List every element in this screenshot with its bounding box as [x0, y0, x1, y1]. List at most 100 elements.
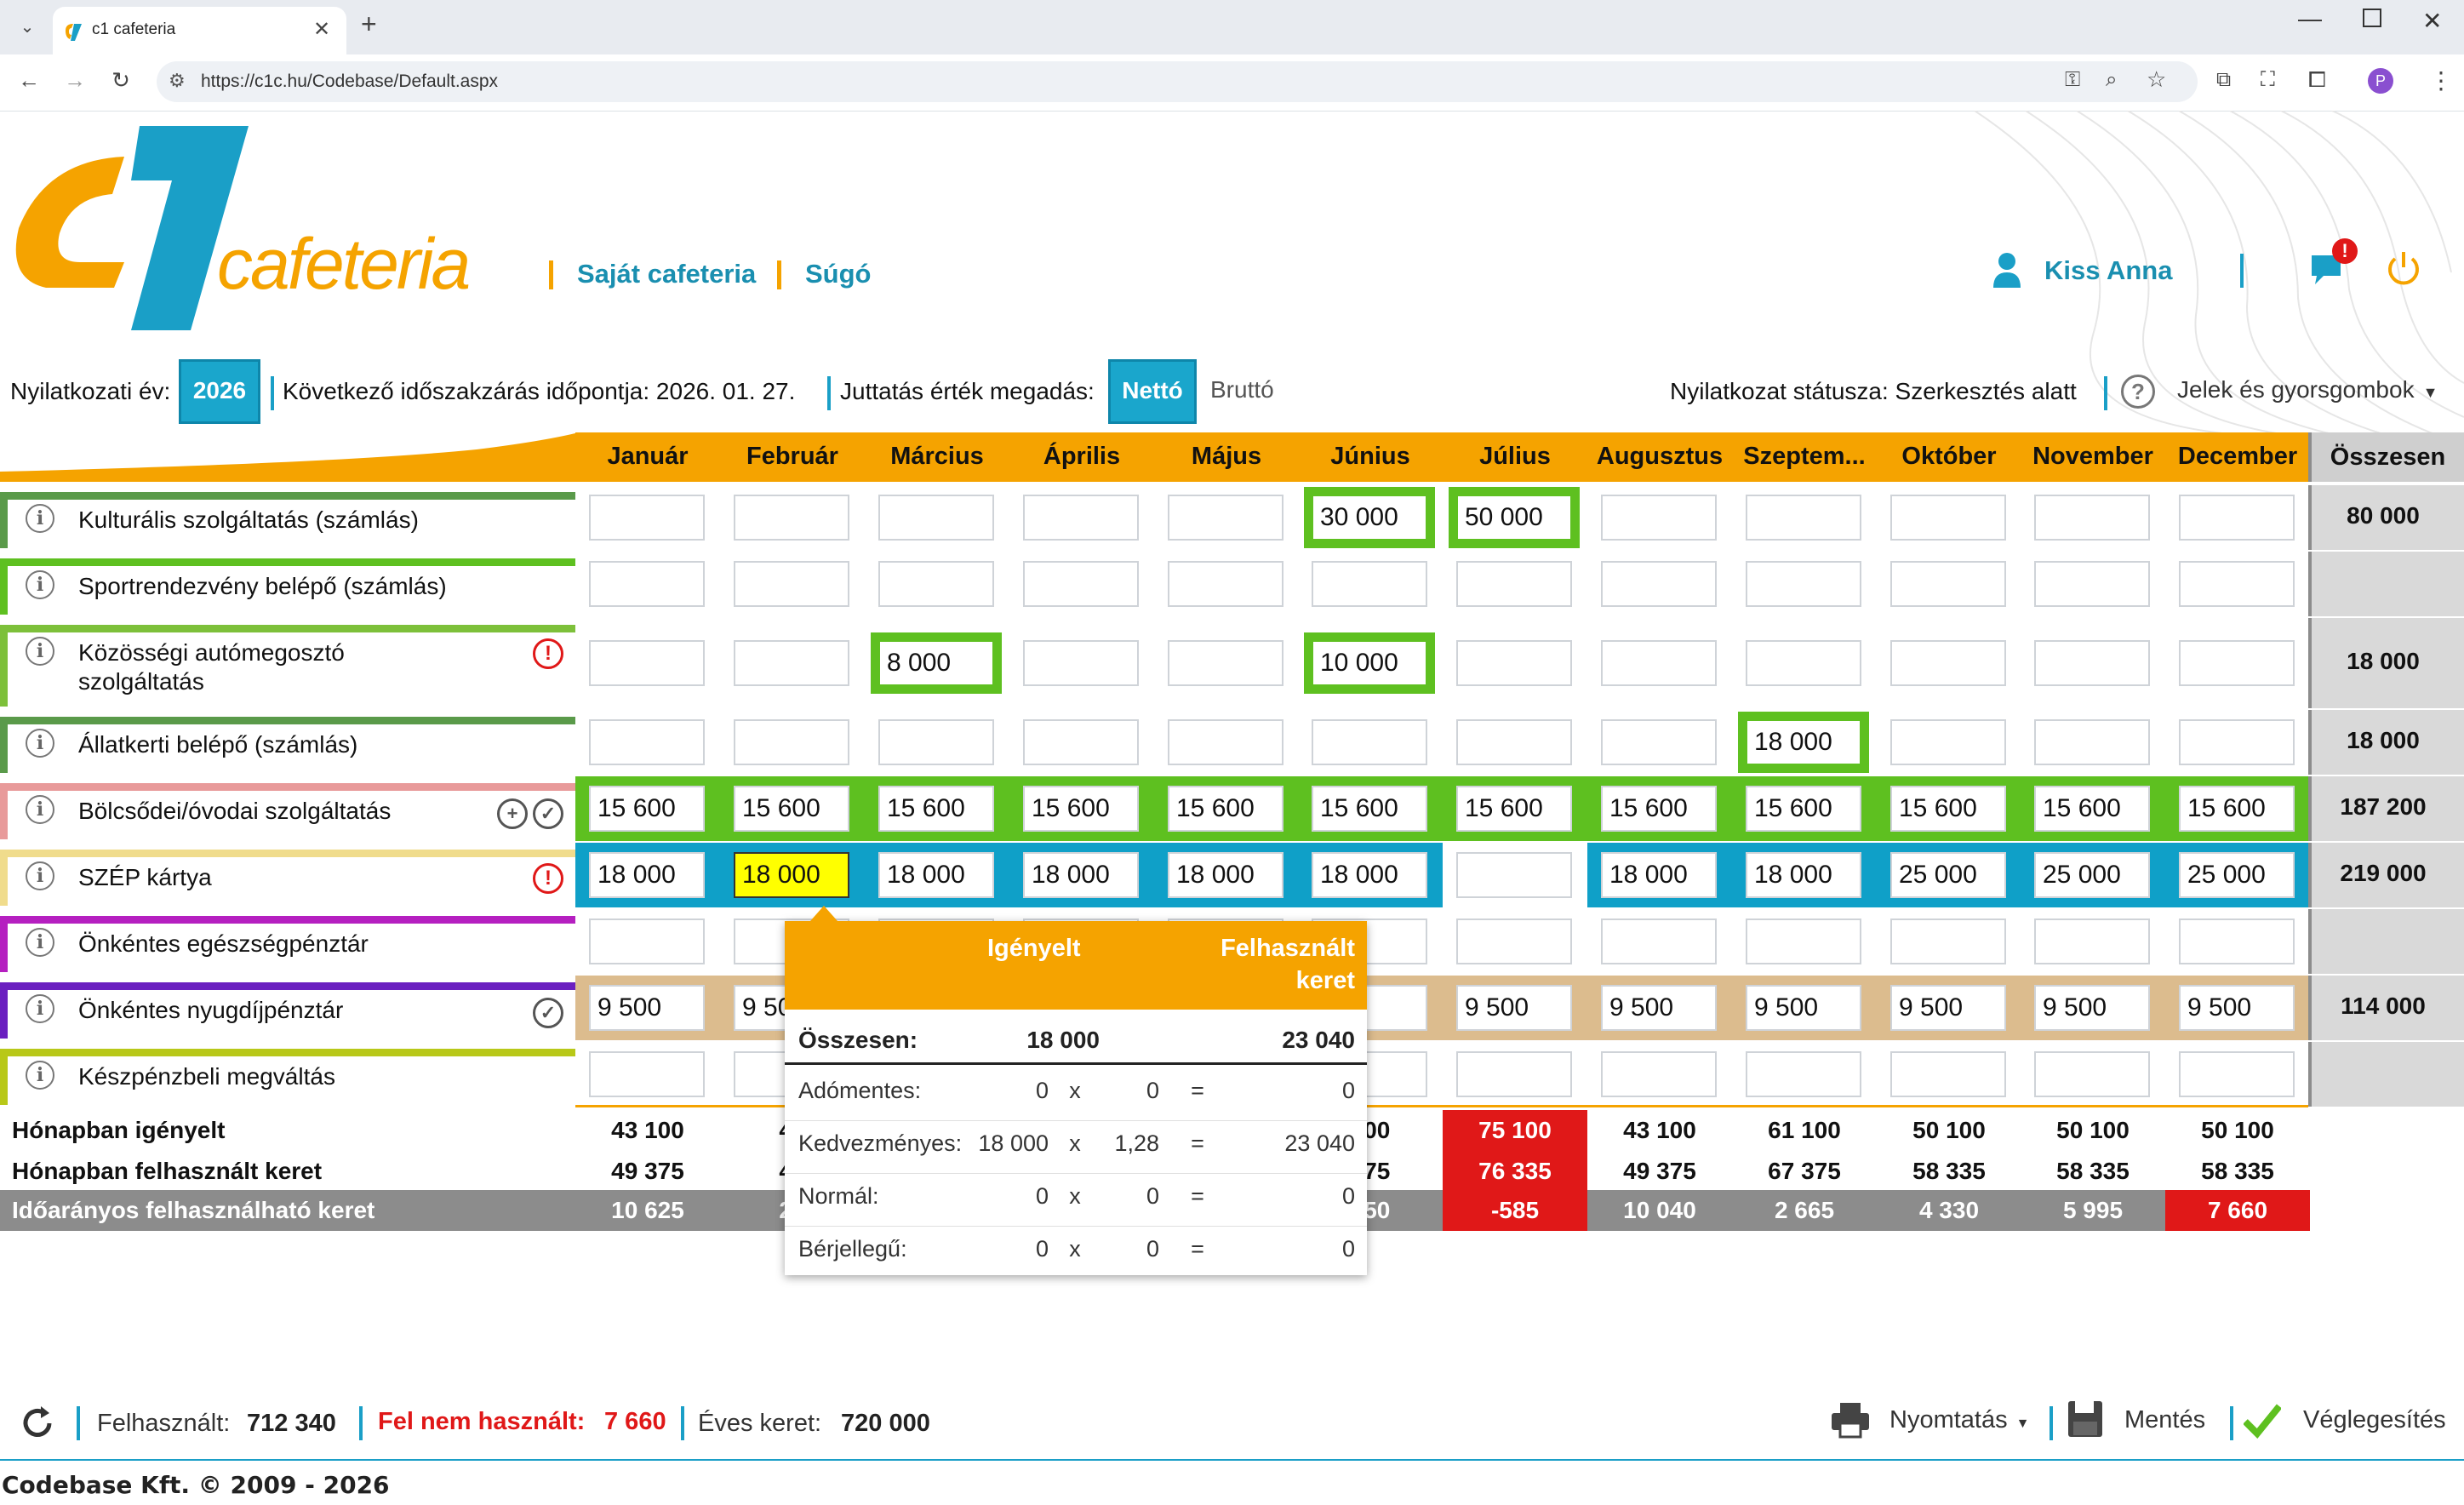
month-value-input[interactable]: 15 600	[1890, 786, 2006, 832]
month-value-input[interactable]: 18 000	[734, 852, 849, 898]
month-value-input[interactable]: 25 000	[2034, 852, 2150, 898]
month-value-input[interactable]	[734, 561, 849, 607]
month-value-input[interactable]	[2179, 918, 2295, 964]
month-value-input[interactable]	[1601, 918, 1717, 964]
month-value-input[interactable]: 15 600	[1601, 786, 1717, 832]
new-tab-icon[interactable]: +	[361, 9, 377, 39]
info-icon[interactable]: i	[26, 994, 54, 1023]
month-value-input[interactable]: 15 600	[1168, 786, 1283, 832]
month-value-input[interactable]	[1890, 918, 2006, 964]
month-value-input[interactable]	[1601, 495, 1717, 541]
month-value-input[interactable]	[1023, 640, 1139, 686]
brutto-toggle[interactable]: Bruttó	[1210, 376, 1274, 403]
month-value-input[interactable]: 9 500	[2179, 985, 2295, 1031]
month-value-input[interactable]: 15 600	[1456, 786, 1572, 832]
add-circle-icon[interactable]: +	[497, 798, 528, 829]
screen-capture-icon[interactable]: ⛶	[2261, 68, 2275, 91]
password-key-icon[interactable]: ⚿	[2065, 68, 2081, 91]
month-value-input[interactable]: 18 000	[878, 852, 994, 898]
month-value-input[interactable]	[1023, 561, 1139, 607]
month-value-input[interactable]	[1890, 561, 2006, 607]
month-value-input[interactable]	[1746, 561, 1861, 607]
month-value-input[interactable]	[2034, 495, 2150, 541]
month-value-input[interactable]	[1312, 719, 1427, 765]
month-value-input[interactable]	[589, 640, 705, 686]
month-value-input[interactable]	[589, 719, 705, 765]
month-value-input[interactable]	[1456, 719, 1572, 765]
month-value-input[interactable]: 25 000	[1890, 852, 2006, 898]
month-value-input[interactable]	[2179, 1051, 2295, 1097]
save-button[interactable]: Mentés	[2124, 1406, 2206, 1433]
month-value-input[interactable]	[878, 561, 994, 607]
year-selector[interactable]: 2026	[179, 359, 260, 424]
info-icon[interactable]: i	[26, 928, 54, 957]
month-value-input[interactable]: 15 600	[878, 786, 994, 832]
month-value-input[interactable]	[1746, 918, 1861, 964]
month-value-input[interactable]: 9 500	[589, 985, 705, 1031]
maximize-icon[interactable]	[2363, 9, 2381, 27]
month-value-input[interactable]	[2034, 1051, 2150, 1097]
print-menu[interactable]: Nyomtatás ▼	[1889, 1406, 2029, 1434]
month-value-input[interactable]	[589, 561, 705, 607]
month-value-input[interactable]	[1890, 495, 2006, 541]
month-value-input[interactable]	[1601, 719, 1717, 765]
month-value-input[interactable]	[2034, 640, 2150, 686]
month-value-input[interactable]	[1168, 561, 1283, 607]
month-value-input[interactable]	[1601, 640, 1717, 686]
help-circle-icon[interactable]: ?	[2121, 375, 2155, 409]
info-icon[interactable]: i	[26, 795, 54, 824]
month-value-input[interactable]	[734, 719, 849, 765]
month-value-input[interactable]	[1456, 918, 1572, 964]
profile-avatar[interactable]: P	[2368, 68, 2393, 94]
month-value-input[interactable]: 15 600	[589, 786, 705, 832]
info-icon[interactable]: i	[26, 729, 54, 758]
check-circle-icon[interactable]: ✓	[533, 798, 563, 829]
month-value-input[interactable]: 15 600	[1023, 786, 1139, 832]
netto-toggle[interactable]: Nettó	[1108, 359, 1197, 424]
info-icon[interactable]: i	[26, 1061, 54, 1090]
info-icon[interactable]: i	[26, 637, 54, 666]
site-info-icon[interactable]: ⚙	[169, 70, 186, 91]
month-value-input[interactable]	[1456, 1051, 1572, 1097]
month-value-input[interactable]	[1456, 640, 1572, 686]
month-value-input[interactable]	[734, 495, 849, 541]
finalize-button[interactable]: Véglegesítés	[2303, 1406, 2446, 1433]
month-value-input[interactable]	[2034, 918, 2150, 964]
month-value-input[interactable]	[2179, 561, 2295, 607]
nav-own-cafeteria[interactable]: Saját cafeteria	[577, 259, 757, 289]
month-value-input[interactable]	[1601, 1051, 1717, 1097]
month-value-input[interactable]	[2179, 719, 2295, 765]
forward-icon[interactable]: →	[64, 67, 86, 93]
month-value-input[interactable]	[1023, 495, 1139, 541]
month-value-input[interactable]	[1890, 640, 2006, 686]
bookmark-star-icon[interactable]: ☆	[2147, 66, 2167, 92]
month-value-input[interactable]	[2034, 719, 2150, 765]
month-value-input[interactable]	[1456, 561, 1572, 607]
month-value-input[interactable]: 15 600	[2034, 786, 2150, 832]
printer-icon[interactable]	[1830, 1399, 1871, 1440]
messages-icon[interactable]	[2310, 247, 2353, 289]
month-value-input[interactable]: 18 000	[589, 852, 705, 898]
month-value-input[interactable]: 18 000	[1023, 852, 1139, 898]
month-value-input[interactable]	[1023, 719, 1139, 765]
month-value-input[interactable]: 9 500	[2034, 985, 2150, 1031]
window-close-icon[interactable]: ✕	[2422, 8, 2443, 34]
tab-close-icon[interactable]: ✕	[313, 18, 331, 41]
month-value-input[interactable]	[1890, 1051, 2006, 1097]
month-value-input[interactable]: 15 600	[1746, 786, 1861, 832]
month-value-input[interactable]	[878, 719, 994, 765]
url-field[interactable]: ⚙ https://c1c.hu/Codebase/Default.aspx ⚿…	[157, 61, 2198, 102]
signs-menu[interactable]: Jelek és gyorsgombok ▼	[2177, 376, 2438, 403]
month-value-input[interactable]	[1168, 495, 1283, 541]
month-value-input[interactable]	[589, 1051, 705, 1097]
month-value-input[interactable]: 15 600	[1312, 786, 1427, 832]
info-icon[interactable]: i	[26, 570, 54, 599]
month-value-input[interactable]: 30 000	[1312, 495, 1427, 541]
month-value-input[interactable]: 18 000	[1746, 719, 1861, 765]
month-value-input[interactable]	[2179, 640, 2295, 686]
tab-search-icon[interactable]: ⌄	[20, 18, 35, 37]
month-value-input[interactable]	[1168, 640, 1283, 686]
check-circle-icon[interactable]: ✓	[533, 998, 563, 1028]
save-disk-icon[interactable]	[2067, 1399, 2104, 1439]
month-value-input[interactable]: 10 000	[1312, 640, 1427, 686]
